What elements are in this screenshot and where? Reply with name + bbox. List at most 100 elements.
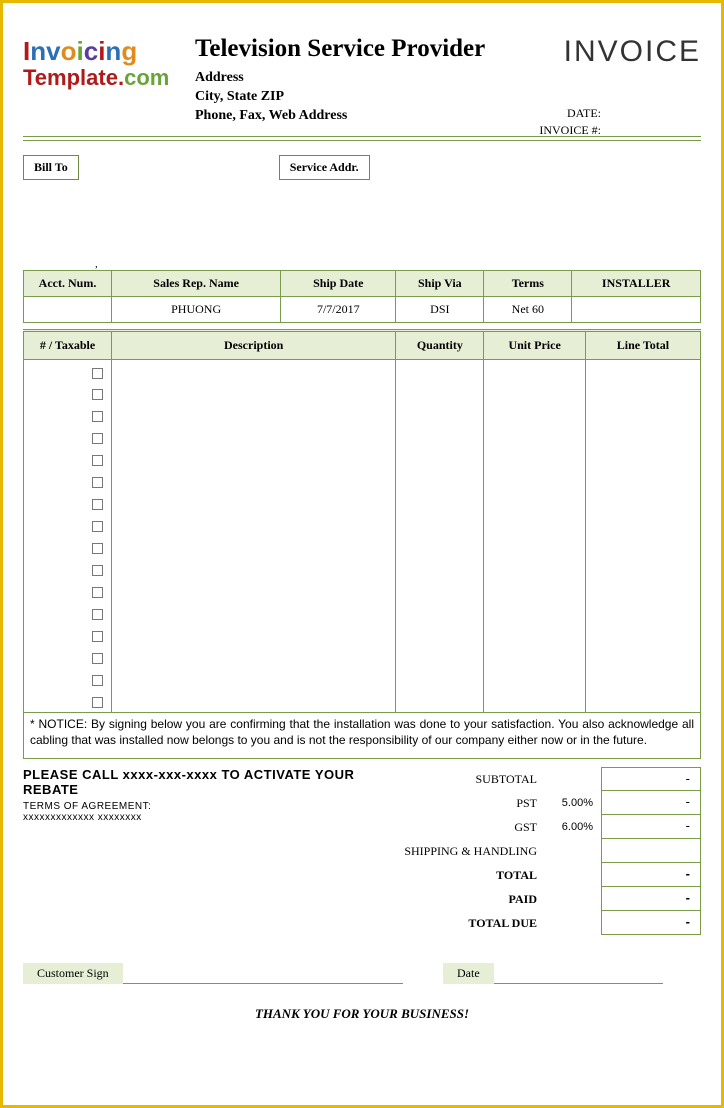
totals-value: - [601, 791, 701, 815]
item-description-cell [112, 691, 396, 713]
item-description-cell [112, 515, 396, 537]
totals-label: PST [401, 796, 545, 811]
item-description-cell [112, 647, 396, 669]
logo-char: i [76, 36, 83, 66]
invoice-page: Invoicing Template.com Television Servic… [0, 0, 724, 1108]
totals-row: PAID - [401, 887, 701, 911]
service-address-label: Service Addr. [279, 155, 370, 180]
item-quantity-cell [396, 405, 484, 427]
checkbox-icon[interactable] [92, 499, 103, 510]
meta-header-row: Acct. Num. Sales Rep. Name Ship Date Shi… [24, 270, 701, 296]
logo-com: com [124, 65, 169, 90]
ship-date-value: 7/7/2017 [281, 296, 396, 322]
item-unitprice-cell [484, 471, 586, 493]
item-quantity-cell [396, 647, 484, 669]
checkbox-icon[interactable] [92, 653, 103, 664]
items-header: Unit Price [484, 330, 586, 359]
notice-text: * NOTICE: By signing below you are confi… [24, 713, 701, 759]
item-unitprice-cell [484, 427, 586, 449]
totals-row: SUBTOTAL- [401, 767, 701, 791]
date-label: DATE: [441, 105, 601, 122]
totals-label: TOTAL [401, 868, 545, 883]
company-title: Television Service Provider [195, 35, 541, 63]
checkbox-icon[interactable] [92, 433, 103, 444]
item-unitprice-cell [484, 669, 586, 691]
checkbox-icon[interactable] [92, 477, 103, 488]
checkbox-icon[interactable] [92, 697, 103, 708]
item-linetotal-cell [585, 559, 700, 581]
item-quantity-cell [396, 493, 484, 515]
meta-header: Sales Rep. Name [112, 270, 281, 296]
checkbox-icon[interactable] [92, 455, 103, 466]
terms-value: Net 60 [484, 296, 572, 322]
bill-to-label: Bill To [23, 155, 79, 180]
totals-pct: 5.00% [545, 797, 601, 809]
date-sign-label: Date [443, 963, 494, 984]
meta-value-row: PHUONG 7/7/2017 DSI Net 60 [24, 296, 701, 322]
item-linetotal-cell [585, 647, 700, 669]
logo-char: c [84, 36, 98, 66]
item-description-cell [112, 537, 396, 559]
acct-num-value [24, 296, 112, 322]
item-linetotal-cell [585, 625, 700, 647]
item-row [24, 691, 701, 713]
meta-header: Ship Date [281, 270, 396, 296]
item-linetotal-cell [585, 427, 700, 449]
date-sign-line [494, 964, 663, 984]
address-space [23, 180, 701, 270]
item-quantity-cell [396, 669, 484, 691]
item-taxable-cell [24, 537, 112, 559]
rebate-main: PLEASE CALL xxxx-xxx-xxxx TO ACTIVATE YO… [23, 767, 401, 797]
rebate-xline: xxxxxxxxxxxxx xxxxxxxx [23, 812, 401, 823]
totals-value: - [601, 887, 701, 911]
item-linetotal-cell [585, 359, 700, 383]
date-sign-cell: Date [443, 963, 663, 984]
checkbox-icon[interactable] [92, 368, 103, 379]
totals-label: PAID [401, 892, 545, 907]
checkbox-icon[interactable] [92, 411, 103, 422]
item-unitprice-cell [484, 581, 586, 603]
logo: Invoicing Template.com [23, 31, 193, 90]
checkbox-icon[interactable] [92, 543, 103, 554]
logo-line2: Template [23, 65, 118, 90]
item-unitprice-cell [484, 359, 586, 383]
checkbox-icon[interactable] [92, 565, 103, 576]
item-row [24, 647, 701, 669]
item-row [24, 625, 701, 647]
ship-via-value: DSI [396, 296, 484, 322]
notice-row: * NOTICE: By signing below you are confi… [24, 713, 701, 759]
item-taxable-cell [24, 493, 112, 515]
item-row [24, 581, 701, 603]
item-unitprice-cell [484, 625, 586, 647]
item-unitprice-cell [484, 691, 586, 713]
item-quantity-cell [396, 603, 484, 625]
checkbox-icon[interactable] [92, 609, 103, 620]
item-row [24, 537, 701, 559]
checkbox-icon[interactable] [92, 521, 103, 532]
checkbox-icon[interactable] [92, 587, 103, 598]
item-description-cell [112, 405, 396, 427]
checkbox-icon[interactable] [92, 675, 103, 686]
meta-table: Acct. Num. Sales Rep. Name Ship Date Shi… [23, 270, 701, 323]
meta-header: Terms [484, 270, 572, 296]
item-linetotal-cell [585, 471, 700, 493]
item-quantity-cell [396, 537, 484, 559]
items-table: # / Taxable Description Quantity Unit Pr… [23, 329, 701, 760]
item-linetotal-cell [585, 603, 700, 625]
checkbox-icon[interactable] [92, 389, 103, 400]
items-header: Line Total [585, 330, 700, 359]
item-quantity-cell [396, 449, 484, 471]
item-row [24, 471, 701, 493]
totals-row: TOTAL- [401, 863, 701, 887]
item-linetotal-cell [585, 669, 700, 691]
item-description-cell [112, 383, 396, 405]
totals-value: - [601, 767, 701, 791]
item-description-cell [112, 471, 396, 493]
item-quantity-cell [396, 581, 484, 603]
item-row [24, 383, 701, 405]
checkbox-icon[interactable] [92, 631, 103, 642]
sales-rep-value: PHUONG [112, 296, 281, 322]
rebate-terms-label: TERMS OF AGREEMENT: [23, 801, 401, 812]
item-taxable-cell [24, 471, 112, 493]
item-description-cell [112, 427, 396, 449]
